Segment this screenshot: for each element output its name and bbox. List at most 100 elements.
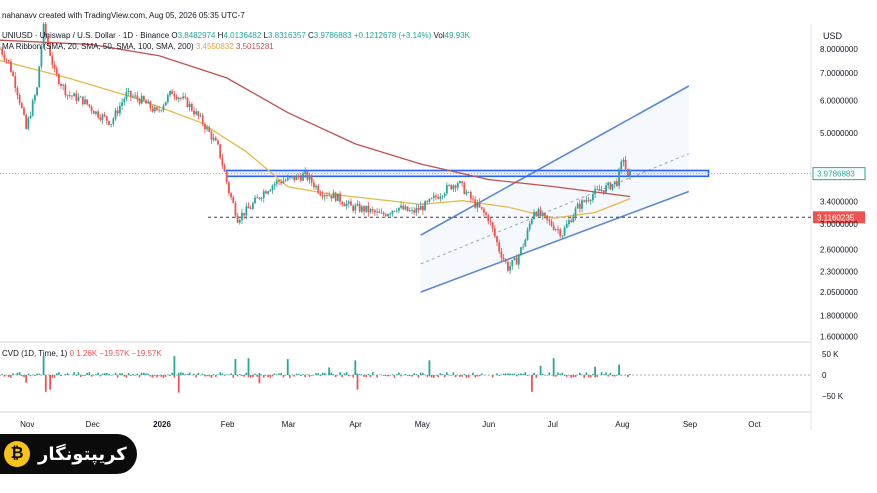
cvd-bar [219,372,221,375]
candle-body [147,101,150,104]
candle-body [197,111,200,116]
cvd-bar [236,375,239,377]
candle-body [77,97,80,101]
cvd-spike-bar [234,359,237,375]
cvd-bar [304,375,306,378]
cvd-bar [498,375,500,376]
cvd-bar [317,373,320,375]
candle-body [428,198,431,202]
candle-body [537,209,540,216]
candle-body [149,101,152,109]
candle-body [522,246,525,248]
cvd-value-1: 0 [69,349,75,358]
candle-body [504,259,507,262]
candle-body [62,84,65,86]
time-axis: Nov Dec 2026 Feb Mar Apr May Jun Jul Aug Sep Oct [20,420,761,429]
candle-body [25,114,28,129]
candle-body [378,211,381,213]
ribbon-legend[interactable]: MA Ribbon (SMA, 20, SMA, 50, SMA, 100, S… [2,42,274,51]
candle-body [559,229,562,236]
candle-body [138,99,141,104]
cvd-spike-bar [49,375,52,390]
candle-body [42,23,45,47]
cvd-bar [171,372,174,375]
candle-body [469,192,472,199]
cvd-bar [398,372,400,375]
cvd-bar [256,375,259,377]
chart-grid [0,24,812,430]
cvd-axis-label: 50 K [822,350,839,359]
candle-body [68,94,71,96]
candle-body [533,211,535,220]
cvd-bar [258,372,261,375]
candle-body [136,95,139,100]
candle-body [389,213,392,215]
candle-body [491,222,494,229]
cvd-bar [389,375,391,376]
candle-body [426,201,429,203]
candle-body [400,205,402,208]
candle-body [299,176,302,181]
cvd-bar [339,372,341,375]
candle-body [177,97,180,100]
cvd-bar [106,373,108,375]
candle-body [217,140,219,145]
cvd-bar [607,375,609,377]
cvd-bar [180,372,182,375]
candle-body [123,98,126,103]
price-tick-label: 8.0000000 [820,45,858,54]
cvd-bar [188,372,191,375]
cvd-bar [585,372,588,375]
cvd-bar [343,373,346,375]
cvd-bar [568,375,570,376]
cvd-bar [208,375,211,377]
cvd-legend[interactable]: CVD (1D, Time, 1) 0 1.26K −19.57K −19.57… [2,349,162,358]
candle-body [417,207,420,210]
cvd-bar [504,373,507,375]
candle-body [465,192,468,194]
cvd-bar [177,372,180,375]
bitcoin-logo-icon: ₿ [4,441,30,467]
candle-body [526,229,529,240]
cvd-bar [332,374,335,375]
candle-body [223,165,226,172]
candle-body [275,180,278,184]
candle-body [354,205,357,211]
candle-body [127,90,130,92]
candle-body [304,170,307,174]
candle-body [273,183,276,186]
candle-body [343,204,346,207]
symbol-label[interactable]: UNIUSD · Uniswap / U.S. Dollar · 1D · Bi… [2,31,170,40]
cvd-bar [269,375,272,378]
cvd-pane: 50 K 0 −50 K [0,350,844,401]
candle-body [456,183,459,188]
cvd-bar [97,372,99,375]
cvd-bar [212,374,215,375]
time-tick-label: Jul [548,420,558,429]
candle-body [1,49,4,55]
cvd-bar [596,375,599,377]
cvd-bar [27,373,30,375]
candle-body [103,114,106,117]
cvd-bar [605,372,607,375]
candle-body [302,173,304,181]
cvd-bar [480,373,483,375]
cvd-bar [164,375,167,377]
cvd-bar [282,375,285,378]
ohlc-value: 3.8316357 [267,31,306,40]
cvd-bar [507,373,509,375]
candle-body [118,105,121,114]
candle-body [441,196,444,197]
ribbon-value-2: 3.5015281 [235,42,274,51]
cvd-bar [629,374,631,375]
cvd-spike-bar [594,366,596,375]
candle-body [487,215,490,222]
cvd-spike-bar [286,359,289,375]
candle-body [463,183,466,194]
candle-body [49,44,52,56]
candle-body [315,185,317,188]
candle-body [284,180,287,182]
cvd-bar [149,375,152,377]
candle-body [64,84,67,96]
